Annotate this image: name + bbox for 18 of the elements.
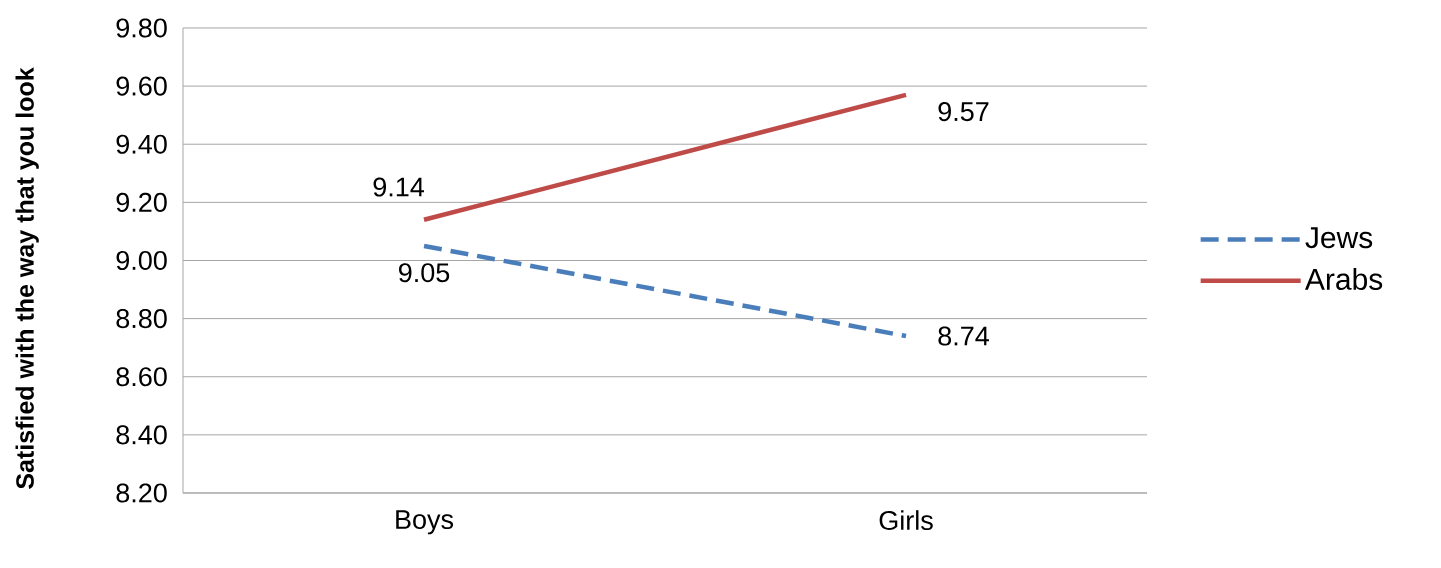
data-label: 8.74 <box>938 326 989 346</box>
y-tick-label: 9.80 <box>116 18 167 38</box>
y-axis-title: Satisfied with the way that you look <box>15 67 39 489</box>
y-tick-label: 9.20 <box>116 192 167 212</box>
data-label: 9.05 <box>399 263 450 283</box>
y-tick-label: 8.60 <box>116 367 167 387</box>
y-tick-label: 8.80 <box>116 309 167 329</box>
x-tick-label: Boys <box>396 510 454 535</box>
y-tick-label: 8.40 <box>116 425 167 445</box>
y-tick-label: 9.00 <box>116 250 167 271</box>
y-tick-label: 9.60 <box>116 76 167 96</box>
y-tick-label: 9.40 <box>116 134 167 154</box>
legend-label: Jews <box>1305 227 1373 249</box>
legend-label: Arabs <box>1304 267 1383 290</box>
y-tick-label: 8.20 <box>116 483 167 503</box>
x-tick-label: Girls <box>879 510 933 531</box>
data-label: 9.14 <box>373 177 425 197</box>
data-label: 9.57 <box>938 102 989 122</box>
